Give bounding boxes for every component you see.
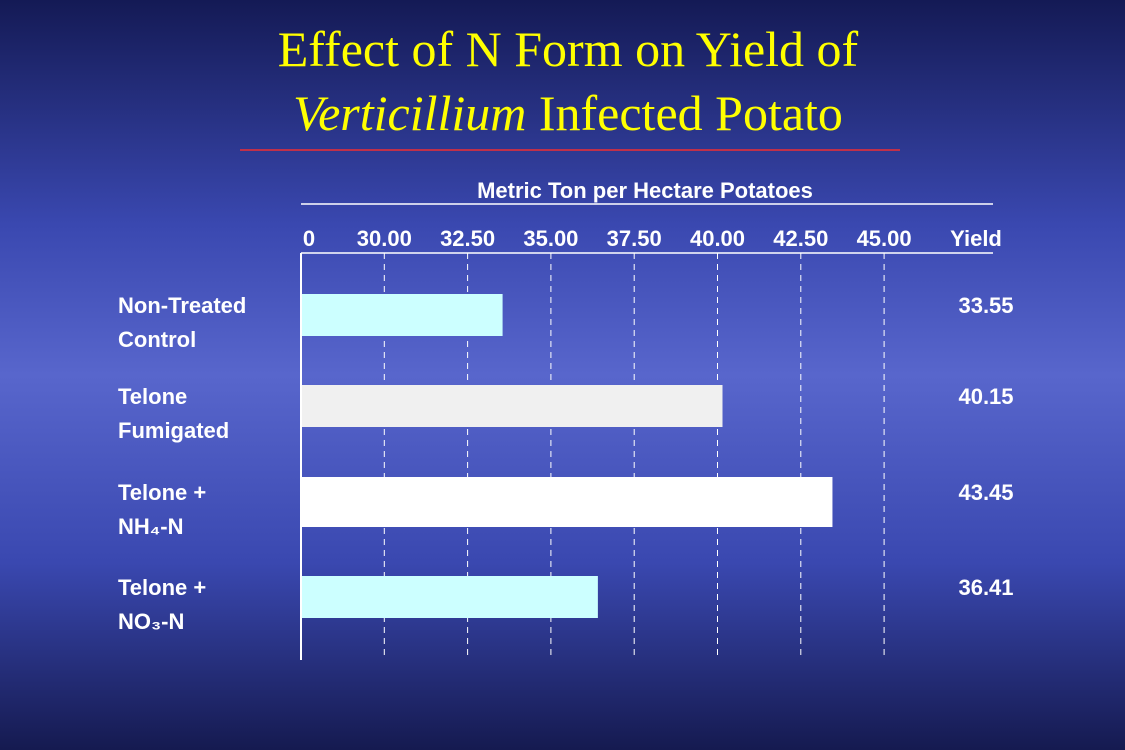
value-label: 36.41: [958, 575, 1013, 600]
category-label: NO₃-N: [118, 609, 184, 634]
x-tick-label: 45.00: [857, 226, 912, 251]
x-tick-label: 32.50: [440, 226, 495, 251]
value-label: 40.15: [958, 384, 1013, 409]
bar: [302, 385, 723, 427]
x-tick-label: 0: [303, 226, 315, 251]
x-tick-label: 37.50: [607, 226, 662, 251]
value-label: 33.55: [958, 293, 1013, 318]
chart-title-line2: Verticillium Infected Potato: [293, 85, 843, 141]
x-tick-label: 40.00: [690, 226, 745, 251]
chart-title: Effect of N Form on Yield of: [278, 21, 859, 77]
category-label: Fumigated: [118, 418, 229, 443]
title-italic: Verticillium: [293, 85, 526, 141]
category-label: NH₄-N: [118, 514, 183, 539]
category-label: Control: [118, 327, 196, 352]
value-column-header: Yield: [950, 226, 1002, 251]
x-tick-label: 42.50: [773, 226, 828, 251]
bar: [302, 576, 598, 618]
category-label: Telone +: [118, 575, 206, 600]
x-tick-label: 30.00: [357, 226, 412, 251]
category-label: Non-Treated: [118, 293, 246, 318]
category-label: Telone: [118, 384, 187, 409]
category-label: Telone +: [118, 480, 206, 505]
bar: [302, 477, 833, 527]
title-rest: Infected Potato: [539, 85, 843, 141]
x-tick-label: 35.00: [523, 226, 578, 251]
x-axis-label: Metric Ton per Hectare Potatoes: [477, 178, 813, 203]
value-label: 43.45: [958, 480, 1013, 505]
bar: [302, 294, 503, 336]
